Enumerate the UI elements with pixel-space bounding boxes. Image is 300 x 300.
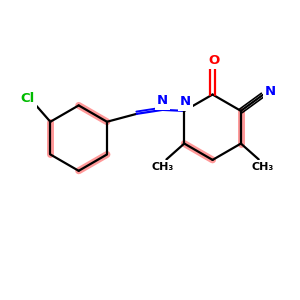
Text: CH₃: CH₃ xyxy=(151,162,174,172)
Text: N: N xyxy=(265,85,276,98)
Text: Cl: Cl xyxy=(20,92,35,106)
Text: CH₃: CH₃ xyxy=(252,162,274,172)
Text: N: N xyxy=(180,95,191,108)
Text: O: O xyxy=(208,54,219,67)
Text: N: N xyxy=(157,94,168,107)
